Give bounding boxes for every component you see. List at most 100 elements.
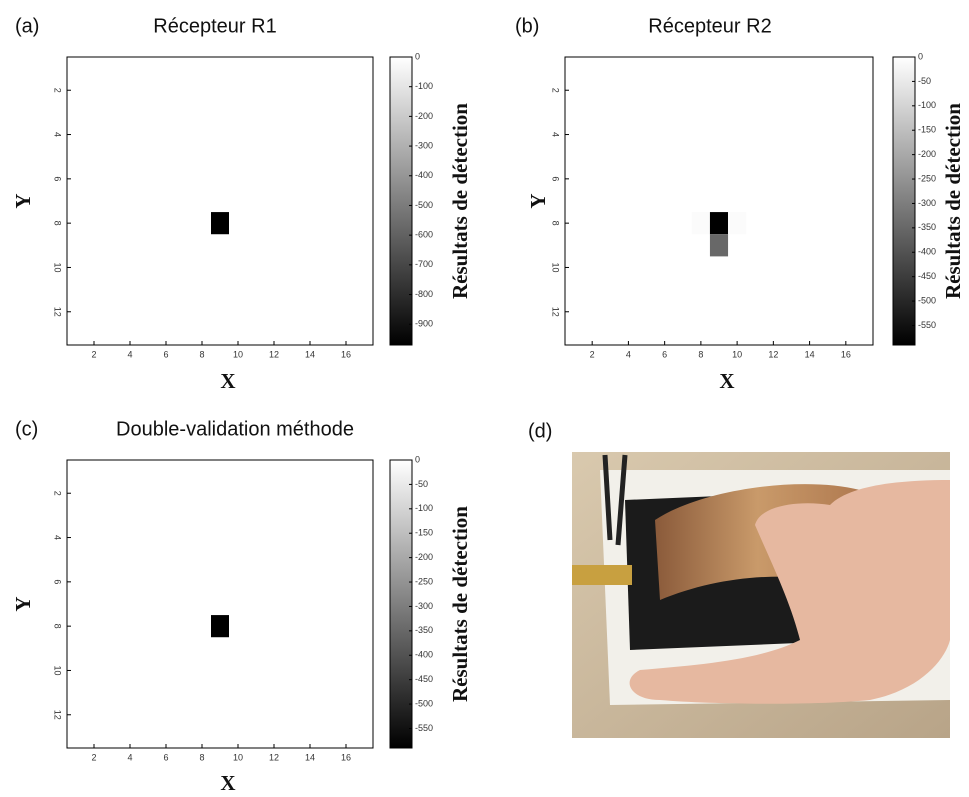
colorbar-tick-label: -400 [415,650,433,660]
x-tick-label: 6 [163,752,168,762]
x-tick-label: 6 [662,349,667,359]
colorbar-tick-label: -150 [918,125,936,135]
colorbar-label: Résultats de détection [941,103,965,299]
colorbar-tick-label: -250 [415,576,433,586]
colorbar-tick-label: -50 [918,76,931,86]
y-tick-label: 2 [551,88,561,93]
y-tick-label: 4 [53,535,63,540]
y-tick-label: 10 [53,262,63,272]
heatmap-cell [211,615,229,638]
heatmap-cell [709,234,729,257]
photo [572,452,950,738]
colorbar-tick-label: -500 [415,200,433,210]
x-tick-label: 6 [163,349,168,359]
colorbar-tick-label: -450 [918,271,936,281]
photo-cable [602,454,628,546]
colorbar-tick-label: -300 [415,601,433,611]
colorbar [389,459,413,749]
y-tick-label: 12 [551,307,561,317]
chart-title: Double-validation méthode [116,418,354,440]
y-tick-label: 2 [53,88,63,93]
colorbar [389,56,413,346]
colorbar-tick-label: -450 [415,674,433,684]
y-tick-label: 6 [53,176,63,181]
y-tick-label: 8 [551,221,561,226]
colorbar-tick-label: -300 [415,140,433,150]
x-tick-label: 14 [805,349,815,359]
y-tick-label: 8 [53,221,63,226]
x-tick-label: 12 [269,752,279,762]
heatmap-cell [709,212,729,235]
colorbar-tick-label: -200 [918,149,936,159]
colorbar-tick-label: -500 [415,698,433,708]
plot-area [67,57,373,345]
x-tick-label: 10 [233,349,243,359]
colorbar-tick-label: -350 [415,625,433,635]
panel-label: (b) [515,15,539,37]
photo-hand [629,480,950,704]
colorbar-tick-label: -400 [918,247,936,257]
plot-frame [564,56,874,346]
colorbar-tick-label: -250 [918,173,936,183]
x-tick-label: 12 [269,349,279,359]
plot-frame [66,459,374,749]
x-tick-label: 8 [698,349,703,359]
colorbar-tick-label: -200 [415,552,433,562]
panel-label: (c) [15,418,38,440]
colorbar-tick-label: -100 [415,503,433,513]
chart-title: Récepteur R2 [648,15,771,37]
x-tick-label: 4 [127,349,132,359]
colorbar-tick-label: -700 [415,259,433,269]
y-tick-label: 4 [53,132,63,137]
panel-label: (a) [15,15,39,37]
colorbar-tick-label: 0 [415,51,420,61]
x-tick-label: 10 [732,349,742,359]
x-tick-label: 8 [199,752,204,762]
y-tick-label: 8 [53,624,63,629]
x-tick-label: 12 [768,349,778,359]
chart-title: Récepteur R1 [153,15,276,37]
heatmap-cell [728,212,747,235]
x-axis-label: X [719,369,734,393]
colorbar-tick-label: -100 [918,100,936,110]
colorbar [892,56,916,346]
plot-area [565,57,873,345]
plot-frame [66,56,374,346]
colorbar-tick-label: -150 [415,528,433,538]
colorbar-tick-label: -200 [415,111,433,121]
colorbar-tick-label: -800 [415,289,433,299]
photo-connector [572,565,632,585]
y-tick-label: 2 [53,491,63,496]
x-tick-label: 2 [91,752,96,762]
y-axis-label: Y [11,596,35,611]
colorbar-tick-label: -350 [918,222,936,232]
x-tick-label: 2 [91,349,96,359]
x-axis-label: X [220,771,235,795]
colorbar-tick-label: -300 [918,198,936,208]
y-axis-label: Y [526,193,550,208]
colorbar-tick-label: -400 [415,170,433,180]
x-tick-label: 14 [305,752,315,762]
y-tick-label: 12 [53,307,63,317]
colorbar-tick-label: 0 [918,51,923,61]
colorbar-tick-label: -50 [415,479,428,489]
colorbar-tick-label: -550 [415,723,433,733]
x-tick-label: 16 [841,349,851,359]
x-tick-label: 8 [199,349,204,359]
heatmap-cell [211,212,229,235]
colorbar-tick-label: -100 [415,81,433,91]
colorbar-label: Résultats de détection [448,506,472,702]
x-tick-label: 2 [590,349,595,359]
x-tick-label: 4 [626,349,631,359]
y-tick-label: 4 [551,132,561,137]
y-tick-label: 6 [551,176,561,181]
x-axis-label: X [220,369,235,393]
colorbar-tick-label: -550 [918,320,936,330]
x-tick-label: 14 [305,349,315,359]
colorbar-tick-label: 0 [415,454,420,464]
x-tick-label: 16 [341,752,351,762]
y-tick-label: 10 [53,665,63,675]
y-tick-label: 10 [551,262,561,272]
plot-area [67,460,373,748]
